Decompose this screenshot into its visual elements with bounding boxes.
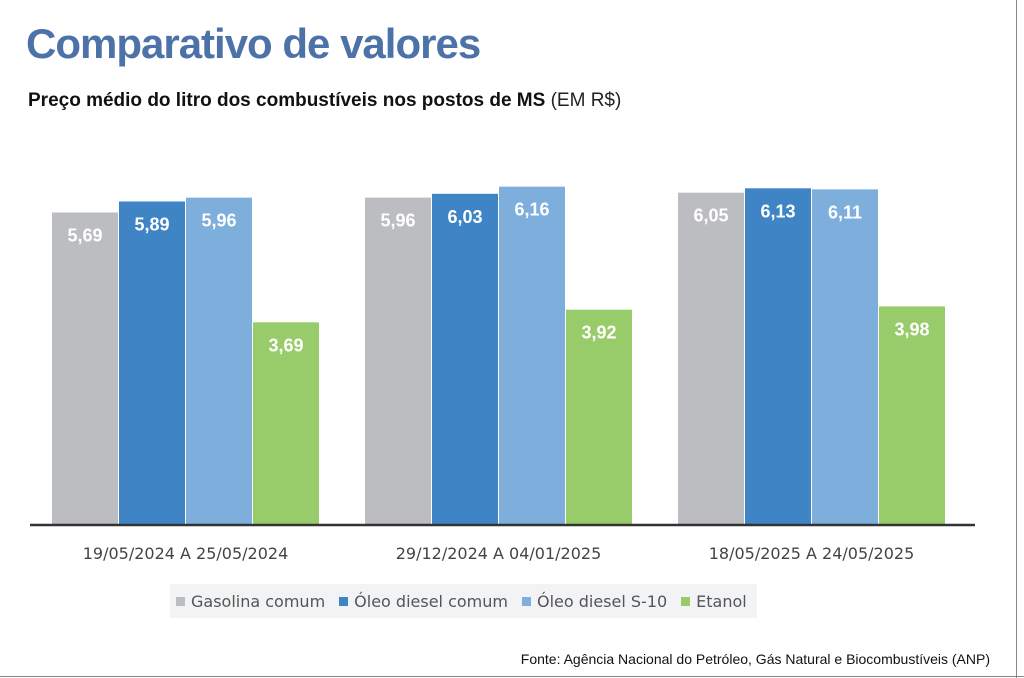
- frame-border-right: [1016, 0, 1017, 678]
- data-label: 6,11: [828, 202, 862, 222]
- legend-label: Etanol: [696, 591, 747, 611]
- data-label: 5,89: [134, 214, 169, 234]
- bar: [186, 197, 252, 525]
- data-label: 5,96: [380, 211, 415, 231]
- legend-swatch: [681, 596, 691, 606]
- bar: [566, 309, 632, 525]
- legend-item: Gasolina comum: [176, 592, 325, 611]
- bar: [119, 201, 185, 525]
- frame-border-bottom: [0, 676, 1024, 677]
- bar: [812, 189, 878, 525]
- chart-title: Comparativo de valores: [26, 20, 481, 67]
- bar: [499, 186, 565, 526]
- legend-item: Óleo diesel comum: [339, 592, 508, 611]
- data-label: 6,05: [693, 206, 728, 226]
- bar: [678, 192, 744, 525]
- data-label: 5,69: [67, 225, 102, 245]
- data-label: 6,16: [514, 200, 549, 220]
- subtitle-text: Preço médio do litro dos combustíveis no…: [28, 90, 546, 111]
- legend-label: Gasolina comum: [191, 591, 326, 611]
- data-label: 6,13: [760, 201, 795, 221]
- data-label: 3,92: [581, 323, 616, 343]
- x-tick-label: 19/05/2024 A 25/05/2024: [83, 544, 289, 563]
- data-label: 5,96: [201, 211, 236, 231]
- legend-swatch: [176, 596, 185, 606]
- x-tick-label: 18/05/2025 A 24/05/2025: [709, 544, 915, 563]
- data-label: 3,69: [268, 335, 303, 355]
- bar: [365, 197, 431, 525]
- legend-item: Óleo diesel S-10: [521, 591, 668, 611]
- bar: [745, 188, 811, 526]
- legend-label: Óleo diesel comum: [354, 591, 508, 611]
- data-label: 3,98: [894, 319, 929, 339]
- bar-chart: 5,69 5,89 5,96 3,69 19/05/2024 A 25/05/2024 5…: [30, 186, 975, 563]
- data-label: 6,03: [447, 207, 482, 227]
- bar: [253, 322, 319, 525]
- chart-legend: Gasolina comum Óleo diesel comum Óleo dies…: [170, 584, 757, 618]
- legend-label: Óleo diesel S-10: [536, 591, 668, 611]
- bar: [52, 212, 118, 525]
- x-tick-label: 29/12/2024 A 04/01/2025: [396, 544, 602, 563]
- subtitle-unit: (EM R$): [550, 90, 622, 111]
- legend-swatch: [521, 596, 531, 606]
- bar: [879, 306, 945, 525]
- legend-swatch: [339, 596, 349, 606]
- bar: [432, 193, 498, 525]
- chart-subtitle: Preço médio do litro dos combustíveis no…: [28, 90, 621, 112]
- legend-item: Etanol: [681, 592, 747, 611]
- source-note: Fonte: Agência Nacional do Petróleo, Gás…: [520, 651, 990, 667]
